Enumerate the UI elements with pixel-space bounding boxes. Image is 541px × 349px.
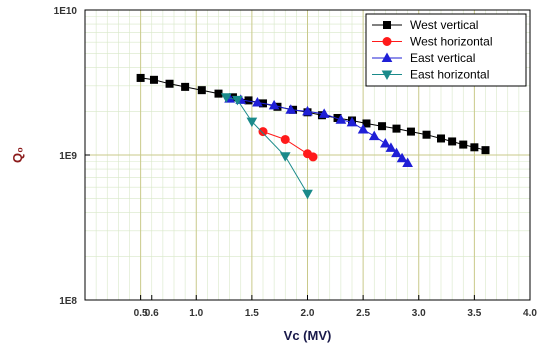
legend-label: East vertical (410, 51, 475, 65)
data-point-east-horizontal (279, 152, 291, 162)
y-axis-ticks: 1E10 1E9 1E8 (54, 6, 90, 307)
y-axis-title: Q₀ (10, 147, 25, 163)
legend-item-east-vertical: East vertical (372, 51, 475, 65)
y-tick-label: 1E10 (54, 6, 78, 17)
data-point-east-vertical (252, 97, 263, 107)
x-axis-title: Vc (MV) (284, 328, 332, 343)
data-point-west-horizontal (308, 152, 318, 162)
x-tick-label: 3.5 (467, 308, 481, 319)
data-point-west-vertical (149, 75, 158, 84)
legend-swatch-marker (381, 52, 393, 62)
data-point-east-vertical (285, 104, 297, 114)
data-point-east-horizontal (232, 95, 243, 106)
data-point-east-vertical (396, 152, 408, 163)
legend-swatch-marker (382, 37, 392, 46)
data-point-east-vertical (391, 147, 402, 158)
x-axis-ticks: 0.50.6 1.0 1.5 2.0 2.5 3.0 3.5 4.0 (134, 295, 537, 319)
x-tick-label: 4.0 (523, 308, 537, 319)
legend-swatch-marker (381, 70, 393, 81)
data-point-west-horizontal (280, 134, 290, 144)
x-tick-label: 2.5 (356, 308, 370, 319)
data-point-west-vertical (406, 127, 415, 136)
series-line-west-vertical (140, 77, 486, 151)
x-tick-label: 0.6 (145, 308, 159, 319)
data-point-east-vertical (268, 99, 280, 110)
data-point-west-vertical (437, 134, 445, 143)
x-tick-label: 3.0 (412, 308, 426, 319)
legend-item-west-horizontal: West horizontal (372, 35, 492, 49)
legend-swatch-marker (383, 21, 391, 29)
x-tick-label: 2.0 (301, 308, 315, 319)
data-point-west-vertical (136, 73, 145, 82)
data-point-west-vertical (422, 130, 431, 139)
data-point-west-vertical (470, 143, 479, 152)
data-point-west-vertical (181, 82, 190, 91)
data-point-west-vertical (392, 124, 401, 133)
data-point-east-horizontal (220, 93, 232, 103)
data-point-east-horizontal (302, 189, 313, 200)
data-point-west-vertical (197, 86, 206, 95)
data-point-east-vertical (335, 114, 347, 124)
series-west-horizontal (258, 127, 318, 162)
y-tick-label: 1E8 (59, 296, 77, 307)
data-point-west-vertical (378, 122, 387, 131)
series-layer (136, 73, 490, 200)
data-point-east-vertical (357, 123, 369, 134)
data-point-west-horizontal (258, 127, 268, 137)
x-tick-label: 0.5 (134, 308, 148, 319)
data-point-west-vertical (459, 140, 468, 149)
legend-item-east-horizontal: East horizontal (372, 68, 489, 82)
data-point-east-vertical (302, 105, 313, 116)
x-tick-label: 1.0 (189, 308, 203, 319)
data-point-east-vertical (380, 137, 391, 148)
data-point-east-vertical (385, 142, 397, 152)
data-point-east-vertical (346, 116, 358, 127)
legend-item-west-vertical: West vertical (372, 18, 478, 32)
data-point-east-vertical (318, 108, 330, 118)
data-point-west-vertical (214, 89, 223, 98)
data-point-east-horizontal (246, 117, 258, 128)
data-point-west-vertical (362, 119, 371, 128)
series-east-horizontal (220, 93, 313, 200)
data-point-west-vertical (481, 146, 490, 155)
legend-label: East horizontal (410, 68, 489, 82)
data-point-east-vertical (368, 130, 380, 141)
y-tick-label: 1E9 (59, 151, 77, 162)
data-point-east-vertical (402, 157, 413, 168)
data-point-west-vertical (165, 79, 174, 88)
data-point-west-vertical (448, 137, 457, 146)
legend: West vertical West horizontal East vertica… (365, 13, 527, 87)
x-tick-label: 1.5 (245, 308, 259, 319)
legend-label: West vertical (410, 18, 478, 32)
legend-label: West horizontal (410, 35, 492, 49)
